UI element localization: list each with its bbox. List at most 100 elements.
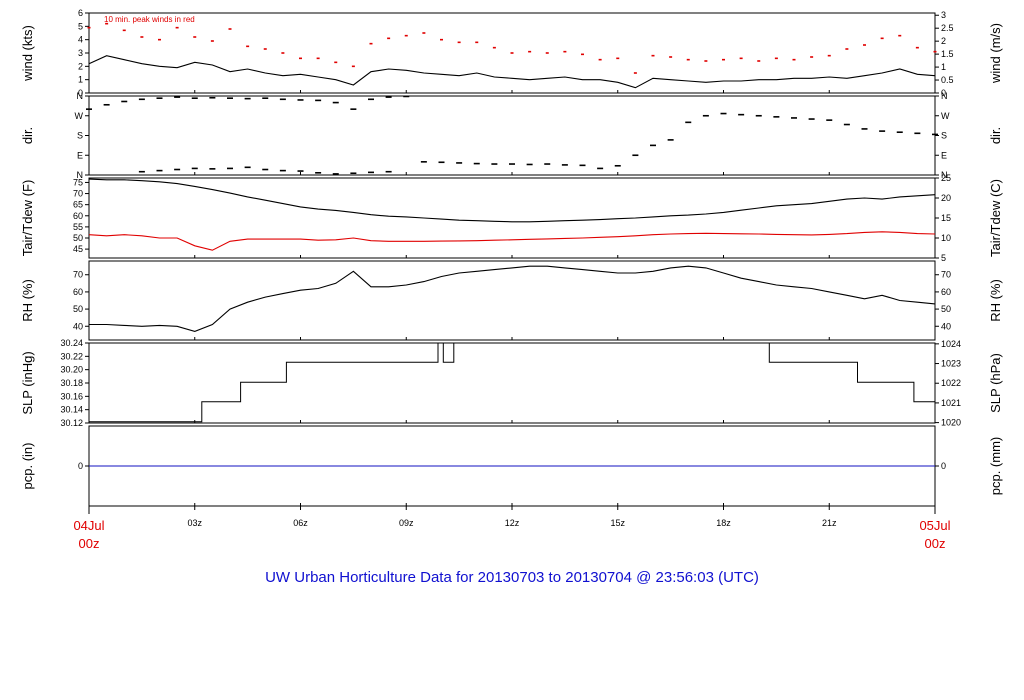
data-point [492,46,496,49]
panel-frame [88,95,936,176]
y-tick-label-left: 70 [73,189,83,199]
data-point [297,170,304,172]
data-point [702,114,709,117]
data-point [597,167,604,170]
panel-1: 0 1 2 3 4 5 6 0 0.5 1 1.5 2 2.5 3 wind (kts) wind (m/s)… [20,8,1003,98]
data-point [227,97,233,99]
data-point [774,57,778,60]
data-point [845,48,849,50]
data-point [175,26,179,29]
chart-title: UW Urban Horticulture Data for 20130703 … [265,569,759,586]
y-tick-label-right: 40 [941,321,951,331]
y-tick-label-left: S [77,131,83,141]
y-tick-label-left: 30.24 [60,338,83,348]
y-tick-label-right: 25 [941,173,951,183]
y-axis-label-right: dir. [988,127,1003,144]
data-point [351,65,355,68]
y-tick-label-left: 30.16 [60,391,83,401]
y-tick-label-left: 30.18 [60,378,83,388]
data-point [281,52,285,54]
data-point [315,172,322,174]
data-point [404,34,408,37]
data-point [544,163,551,165]
y-tick-label-right: 5 [941,253,946,263]
data-point [545,52,549,54]
data-point [879,130,886,132]
y-tick-label-right: 1023 [941,359,961,369]
series-tdew [88,231,936,251]
data-point [457,41,461,44]
data-point [863,44,866,46]
data-point [262,168,269,171]
data-point [138,170,145,173]
y-axis-label-left: pcp. (in) [20,443,35,490]
x-tick-label: 03z [187,518,202,528]
y-tick-label-right: 0 [941,461,946,471]
x-tick-label: 12z [505,518,520,528]
x-end-time: 00z [925,536,946,551]
y-tick-label-left: 2 [78,61,83,71]
y-axis-label-right: SLP (hPa) [988,353,1003,413]
panel-frame [88,260,936,341]
data-point [140,36,144,38]
y-tick-label-left: 40 [73,321,83,331]
data-point [827,54,831,57]
data-point [244,97,251,100]
data-point [246,45,250,48]
data-point [456,162,463,164]
data-point [915,46,919,49]
data-point [158,38,161,41]
y-axis-label-right: RH (%) [988,279,1003,322]
data-point [826,119,833,121]
y-tick-label-left: 30.20 [60,365,83,375]
y-tick-label-right: 2 [941,36,946,46]
data-point [334,61,338,64]
y-tick-label-right: 0.5 [941,75,954,85]
data-point [579,164,586,167]
data-point [122,29,126,32]
series-speed [88,55,936,89]
y-tick-label-right: 1020 [941,418,961,428]
panel-5: 30.12 30.14 30.16 30.18 30.20 30.22 30.24 1020 1… [20,338,1003,428]
x-tick-label: 21z [822,518,837,528]
data-point [667,139,674,141]
data-point [369,42,373,45]
y-tick-label-right: N [941,91,948,101]
data-point [227,167,233,170]
series-direction-wrap [138,166,392,175]
series-direction [86,95,938,170]
data-point [933,50,937,53]
y-tick-label-left: 30.14 [60,405,83,415]
data-point [614,164,621,167]
data-point [368,98,374,101]
data-point [738,113,745,116]
y-tick-label-left: 30.12 [60,418,83,428]
data-point [438,161,445,164]
panel-4: 40 50 60 70 40 50 60 70 RH (%) RH (%) [20,260,1003,341]
data-point [87,26,91,29]
data-point [757,60,761,62]
y-tick-label-left: 4 [78,35,83,45]
x-tick-label: 09z [399,518,414,528]
data-point [191,167,198,170]
data-point [174,96,181,98]
y-tick-label-right: 10 [941,233,951,243]
y-tick-label-left: 50 [73,304,83,314]
x-start-date: 04Jul [73,518,104,533]
y-tick-label-right: 1 [941,62,946,72]
data-point [528,50,532,53]
data-point [739,57,743,60]
y-tick-label-left: N [77,91,84,101]
x-tick-label: 06z [293,518,308,528]
data-point [898,34,902,37]
data-point [315,99,322,102]
data-point [86,108,92,110]
data-point [297,99,304,101]
data-point [332,173,339,175]
data-point [669,56,673,58]
data-point [475,41,479,44]
y-axis-label-left: RH (%) [20,279,35,322]
y-tick-label-right: 1022 [941,378,961,388]
